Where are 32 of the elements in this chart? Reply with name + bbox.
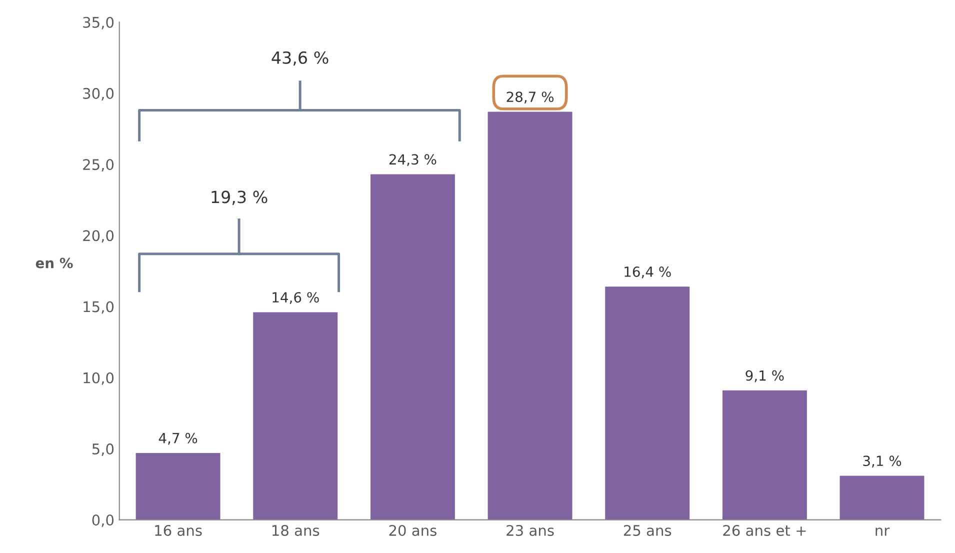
bar [488, 112, 572, 520]
data-label: 4,7 % [158, 432, 198, 445]
bar [136, 452, 220, 520]
x-tick-label: 20 ans [389, 524, 436, 536]
data-label: 16,4 % [624, 266, 671, 278]
y-axis-title: en % [36, 258, 73, 268]
y-tick-label: 25,0 [83, 159, 114, 172]
y-tick-label: 0,0 [92, 514, 114, 528]
x-tick-label: 25 ans [624, 524, 672, 536]
bar [722, 390, 807, 520]
y-tick-label: 15,0 [84, 301, 114, 314]
bar [253, 312, 338, 520]
data-label: 3,1 % [863, 456, 902, 468]
x-tick-label: 23 ans [506, 524, 554, 536]
x-tick-label: 18 ans [272, 524, 320, 536]
y-tick-label: 20,0 [83, 230, 114, 243]
data-label: 9,1 % [746, 370, 784, 382]
data-label: 28,7 % [506, 92, 554, 104]
data-label: 14,6 % [272, 292, 319, 304]
annotation: 43,6 % [272, 51, 328, 66]
y-tick-label: 5,0 [92, 443, 114, 456]
bar [840, 476, 924, 520]
y-tick-label: 10,0 [84, 372, 114, 385]
data-label: 24,3 % [389, 154, 436, 166]
x-tick-label: nr [876, 528, 890, 536]
bar [605, 286, 690, 520]
annotation: 19,3 % [212, 190, 268, 205]
x-tick-label: 26 ans et + [723, 524, 806, 536]
bar [370, 174, 455, 520]
x-tick-label: 16 ans [155, 524, 202, 536]
y-tick-label: 35,0 [83, 16, 114, 30]
y-tick-label: 30,0 [83, 88, 114, 100]
